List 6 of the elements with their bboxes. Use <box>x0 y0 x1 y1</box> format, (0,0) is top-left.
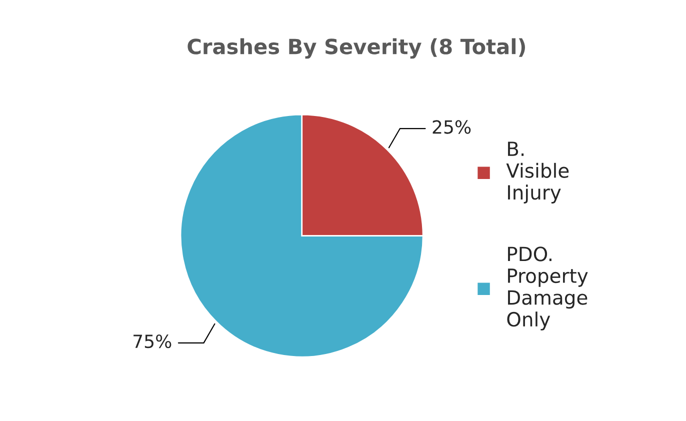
chart-title: Crashes By Severity (8 Total) <box>188 38 525 59</box>
data-label: 25% <box>432 120 471 134</box>
pie-slice <box>180 114 424 358</box>
data-label: 75% <box>134 334 172 348</box>
legend-label: PDO. Property Damage Only <box>507 246 588 330</box>
legend-label: B. Visible Injury <box>506 142 569 204</box>
